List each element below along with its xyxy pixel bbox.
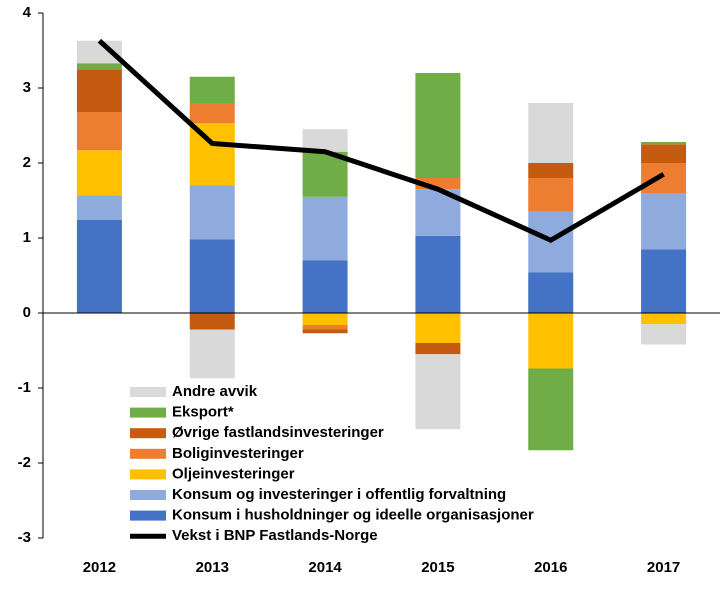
legend-label: Oljeinvesteringer [172, 465, 295, 482]
x-tick-label: 2015 [421, 559, 454, 576]
legend-swatch [130, 510, 166, 521]
bar-segment [189, 123, 235, 186]
legend-swatch [130, 448, 166, 459]
bar-segment [415, 178, 461, 190]
bar-segment [76, 220, 122, 313]
bar-segment [415, 73, 461, 178]
bar-segment [641, 193, 687, 250]
bar-segment [76, 40, 122, 64]
y-tick-label: -2 [18, 454, 31, 471]
bar-segment [189, 103, 235, 124]
bar-segment [302, 129, 348, 152]
bar-segment [189, 185, 235, 240]
bar-segment [189, 313, 235, 330]
legend-swatch [130, 469, 166, 480]
bar-segment [189, 76, 235, 103]
bar-segment [76, 112, 122, 151]
legend-label: Konsum og investeringer i offentlig forv… [172, 486, 506, 503]
bar-segment [641, 142, 687, 145]
legend-label: Andre avvik [172, 383, 258, 400]
y-tick-label: 4 [23, 4, 32, 21]
bar-segment [641, 324, 687, 345]
legend-swatch [130, 428, 166, 439]
bar-segment [302, 325, 348, 330]
bar-segment [76, 69, 122, 112]
growth-line [97, 38, 665, 244]
bar-segment [415, 235, 461, 313]
bar-segment [641, 249, 687, 313]
bar-segment [528, 103, 574, 163]
bar-segment [528, 178, 574, 212]
bar-segment [189, 329, 235, 379]
x-tick-label: 2013 [196, 559, 229, 576]
x-tick-label: 2014 [308, 559, 342, 576]
bar-segment [528, 163, 574, 178]
bar-segment [641, 144, 687, 163]
bar-segment [528, 368, 574, 451]
x-tick-label: 2016 [534, 559, 567, 576]
x-tick-label: 2012 [83, 559, 116, 576]
legend-swatch [130, 407, 166, 418]
bar-segment [76, 63, 122, 70]
y-tick-label: 2 [23, 154, 31, 171]
y-tick-label: 1 [23, 229, 31, 246]
bar-segment [302, 329, 348, 334]
bar-segment [76, 195, 122, 220]
legend-swatch [130, 490, 166, 500]
bar-segment [528, 313, 574, 369]
y-tick-label: 0 [23, 304, 31, 321]
bar-segment [76, 150, 122, 196]
bar-segment [189, 239, 235, 313]
bar-segment [641, 163, 687, 193]
legend-label: Boliginvesteringer [172, 445, 304, 462]
x-tick-label: 2017 [647, 559, 680, 576]
bar-segment [415, 313, 461, 343]
y-tick-label: 3 [23, 79, 31, 96]
bar-segment [302, 196, 348, 261]
legend-label: Konsum i husholdninger og ideelle organi… [172, 507, 534, 524]
y-tick-label: -3 [18, 529, 31, 546]
bar-segment [302, 313, 348, 325]
y-tick-label: -1 [18, 379, 31, 396]
bar-segment [528, 272, 574, 313]
legend-label: Vekst i BNP Fastlands-Norge [172, 527, 378, 544]
legend-label: Øvrige fastlandsinvesteringer [172, 424, 384, 441]
bar-segment [415, 343, 461, 355]
bar-segment [415, 354, 461, 430]
legend-swatch [130, 387, 166, 397]
bar-segment [641, 313, 687, 325]
bar-segment [302, 260, 348, 313]
legend-label: Eksport* [172, 404, 234, 421]
